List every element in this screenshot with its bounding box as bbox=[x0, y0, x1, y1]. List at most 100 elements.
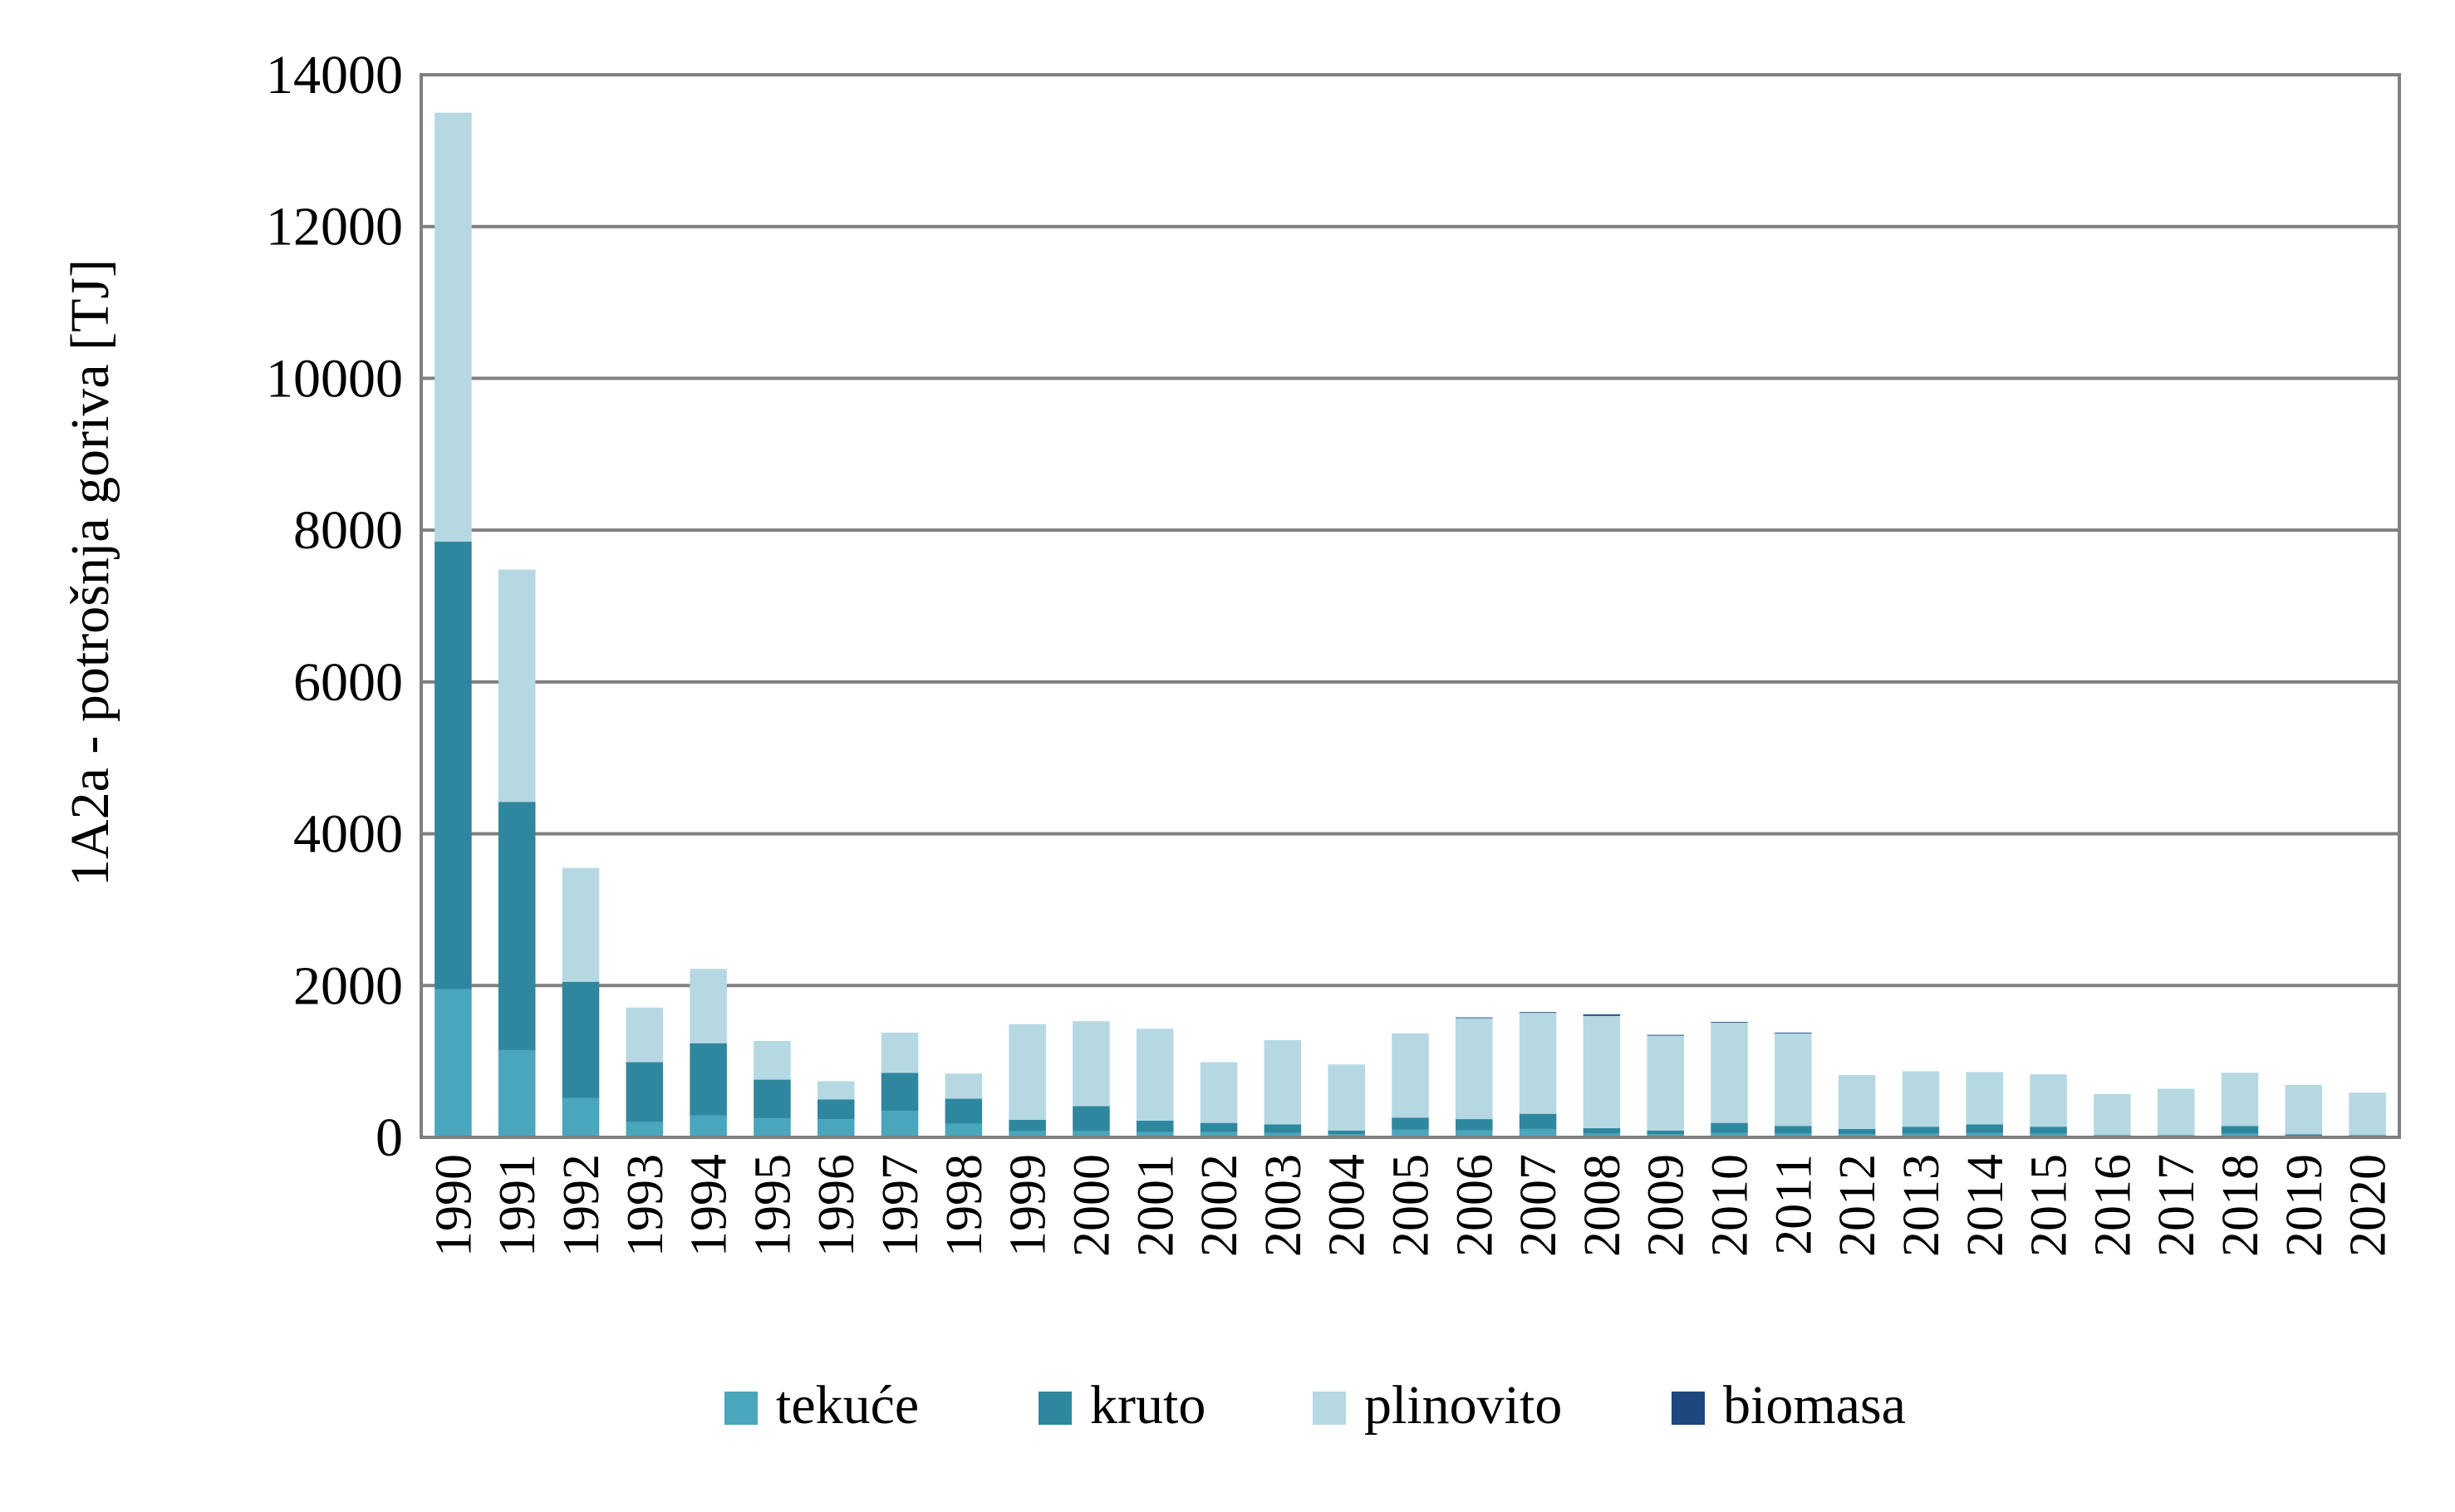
bar-segment bbox=[498, 569, 536, 803]
x-tick-label: 1998 bbox=[936, 1154, 993, 1257]
bar-segment bbox=[1519, 1013, 1557, 1114]
bar-segment bbox=[1009, 1024, 1046, 1120]
bar-segment bbox=[435, 112, 472, 542]
bar-segment bbox=[1711, 1132, 1748, 1137]
bar-segment bbox=[690, 1115, 727, 1137]
x-tick-label: 2008 bbox=[1574, 1154, 1631, 1257]
gridlines bbox=[421, 224, 2399, 988]
x-tick-label: 1990 bbox=[425, 1154, 482, 1257]
bar-segment bbox=[2030, 1127, 2067, 1134]
x-tick-label: 1999 bbox=[1000, 1154, 1057, 1257]
bar-segment bbox=[1328, 1064, 1365, 1131]
y-tick-label: 6000 bbox=[293, 652, 403, 713]
bar-segment bbox=[1009, 1119, 1046, 1132]
x-tick-label: 2013 bbox=[1893, 1154, 1950, 1257]
x-tick-label: 2014 bbox=[1957, 1154, 2014, 1257]
bar-segment bbox=[1711, 1023, 1748, 1123]
x-tick-labels: 1990 1991 1992 1993 1994 1995 1996 1997 1998 1999… bbox=[425, 1154, 2396, 1257]
bar-segment bbox=[1838, 1128, 1876, 1135]
bar-segment bbox=[1137, 1120, 1174, 1132]
bar-segment bbox=[690, 969, 727, 1043]
bar-segment bbox=[562, 867, 600, 982]
bar-segment bbox=[754, 1118, 791, 1137]
x-tick-label: 2012 bbox=[1829, 1154, 1886, 1257]
bar-segment bbox=[1264, 1132, 1302, 1137]
bar-segment bbox=[1775, 1133, 1812, 1137]
bar-segment bbox=[1456, 1018, 1493, 1120]
x-tick-label: 1994 bbox=[681, 1154, 738, 1257]
bar-segment bbox=[1583, 1014, 1621, 1016]
x-tick-label: 2004 bbox=[1319, 1154, 1376, 1257]
bar-segment bbox=[945, 1073, 983, 1099]
bar-segment bbox=[1902, 1127, 1940, 1134]
bar-segment bbox=[881, 1111, 919, 1137]
bar-segment bbox=[1264, 1040, 1302, 1125]
legend-label: kruto bbox=[1090, 1375, 1205, 1436]
bar-segment bbox=[2221, 1126, 2259, 1134]
bar-segment bbox=[1711, 1122, 1748, 1133]
bar-segment bbox=[2221, 1073, 2259, 1127]
bar-segment bbox=[1200, 1122, 1238, 1132]
bar-segment bbox=[1647, 1034, 1684, 1036]
x-tick-label: 1992 bbox=[553, 1154, 610, 1257]
bar-segment bbox=[2285, 1134, 2323, 1136]
bar-segment bbox=[2349, 1092, 2386, 1136]
bar-segment bbox=[1647, 1035, 1684, 1131]
bar-segment bbox=[2030, 1133, 2067, 1137]
legend: tekuće kruto plinovito biomasa bbox=[724, 1375, 1906, 1436]
x-tick-label: 2007 bbox=[1510, 1154, 1567, 1257]
bar-segment bbox=[2285, 1084, 2323, 1135]
bar-segment bbox=[626, 1007, 664, 1063]
x-tick-label: 2015 bbox=[2021, 1154, 2078, 1257]
legend-label: tekuće bbox=[776, 1375, 919, 1436]
bar-segment bbox=[817, 1119, 855, 1137]
bar-segment bbox=[2157, 1135, 2195, 1136]
y-tick-labels: 0 2000 4000 6000 8000 10000 12000 14000 bbox=[266, 45, 403, 1168]
legend-swatch bbox=[1038, 1392, 1072, 1425]
legend-swatch bbox=[1313, 1392, 1346, 1425]
legend-swatch bbox=[724, 1392, 758, 1425]
bar-segment bbox=[1392, 1129, 1429, 1137]
bar-segment bbox=[1775, 1033, 1812, 1127]
y-axis-title: 1A2a - potrošnja goriva [TJ] bbox=[60, 259, 120, 886]
bar-segment bbox=[1456, 1130, 1493, 1137]
y-tick-label: 0 bbox=[376, 1107, 403, 1168]
bar-segment bbox=[754, 1040, 791, 1080]
bar-segment bbox=[1392, 1033, 1429, 1118]
x-tick-label: 2006 bbox=[1446, 1154, 1503, 1257]
x-tick-label: 2001 bbox=[1127, 1154, 1184, 1257]
bar-segment bbox=[1328, 1130, 1365, 1135]
x-tick-label: 2017 bbox=[2148, 1154, 2205, 1257]
bar-segment bbox=[435, 989, 472, 1137]
bar-segment bbox=[626, 1122, 664, 1137]
x-tick-label: 2009 bbox=[1638, 1154, 1695, 1257]
y-tick-label: 2000 bbox=[293, 955, 403, 1016]
x-tick-label: 1995 bbox=[744, 1154, 801, 1257]
y-tick-label: 14000 bbox=[266, 45, 403, 106]
bar-segment bbox=[2094, 1093, 2131, 1136]
x-tick-label: 2000 bbox=[1063, 1154, 1120, 1257]
bar-segment bbox=[817, 1081, 855, 1100]
bar-segment bbox=[1775, 1126, 1812, 1134]
bar-segment bbox=[2094, 1135, 2131, 1136]
bar-segment bbox=[1711, 1022, 1748, 1024]
x-tick-label: 2020 bbox=[2340, 1154, 2397, 1257]
bars bbox=[435, 112, 2386, 1137]
bar-segment bbox=[1456, 1119, 1493, 1131]
bar-segment bbox=[1583, 1133, 1621, 1137]
bar-segment bbox=[1009, 1131, 1046, 1137]
bar-segment bbox=[1583, 1128, 1621, 1134]
bar-segment bbox=[1073, 1106, 1110, 1132]
y-tick-label: 10000 bbox=[266, 348, 403, 409]
bar-segment bbox=[2349, 1135, 2386, 1136]
bar-segment bbox=[1073, 1131, 1110, 1137]
bar-segment bbox=[690, 1043, 727, 1116]
bar-segment bbox=[1200, 1062, 1238, 1123]
bar-segment bbox=[1647, 1130, 1684, 1135]
x-tick-label: 2002 bbox=[1191, 1154, 1248, 1257]
bar-segment bbox=[945, 1123, 983, 1137]
x-tick-label: 1997 bbox=[872, 1154, 929, 1257]
bar-segment bbox=[435, 541, 472, 989]
bar-segment bbox=[1137, 1028, 1174, 1121]
